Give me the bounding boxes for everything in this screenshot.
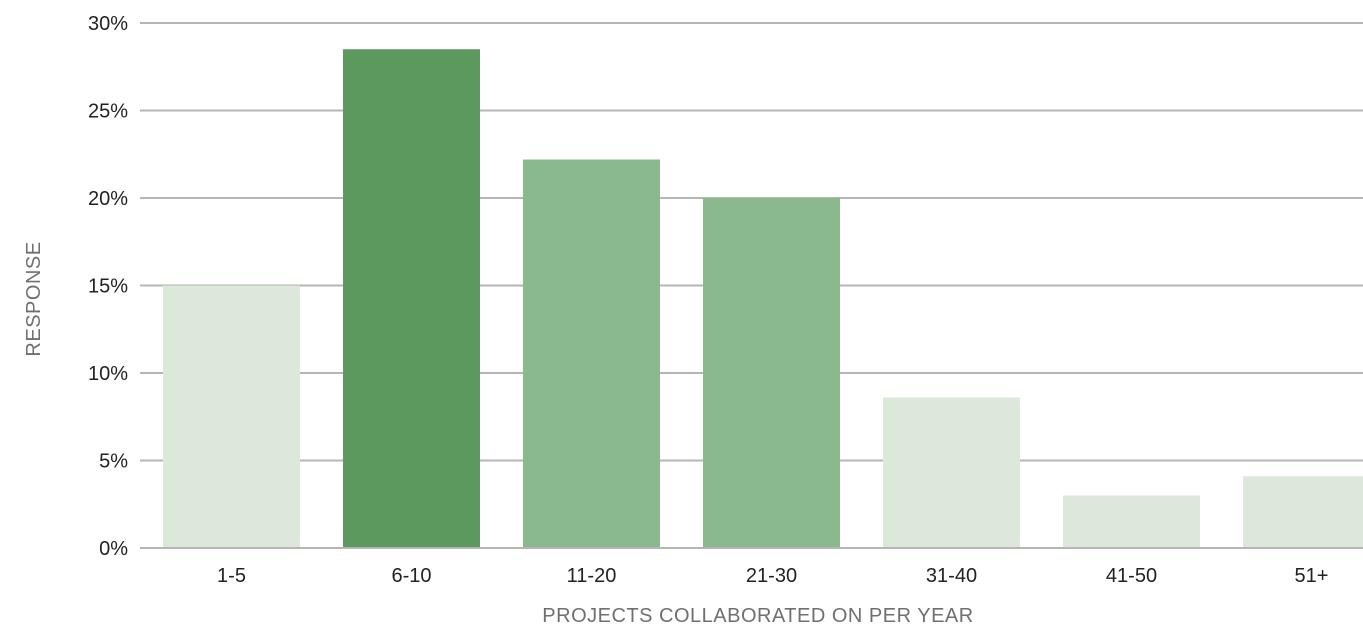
y-tick-label: 30% [88,13,128,35]
x-axis-tick-labels: 1-5 6-10 11-20 21-30 31-40 41-50 51+ [217,565,1328,587]
y-tick-label: 10% [88,363,128,385]
x-tick-label: 31-40 [926,565,977,587]
bar-11-20 [523,159,660,548]
y-tick-label: 15% [88,276,128,298]
x-axis-title: PROJECTS COLLABORATED ON PER YEAR [542,605,973,627]
y-tick-label: 5% [99,451,128,473]
bars [163,49,1363,548]
y-tick-label: 25% [88,101,128,123]
bar-6-10 [343,49,480,548]
bar-1-5 [163,285,300,548]
y-axis-tick-labels: 0% 5% 10% 15% 20% 25% 30% [88,13,128,560]
y-tick-label: 0% [99,538,128,560]
y-tick-label: 20% [88,188,128,210]
y-axis-title: RESPONSE [23,241,45,356]
bar-31-40 [883,397,1020,548]
x-tick-label: 11-20 [567,565,617,587]
bar-41-50 [1063,495,1200,548]
x-tick-label: 41-50 [1106,565,1157,587]
bar-51+ [1243,476,1363,548]
x-tick-label: 6-10 [391,565,431,587]
x-tick-label: 51+ [1295,565,1329,587]
x-tick-label: 21-30 [746,565,797,587]
bar-21-30 [703,198,840,548]
x-tick-label: 1-5 [217,565,246,587]
